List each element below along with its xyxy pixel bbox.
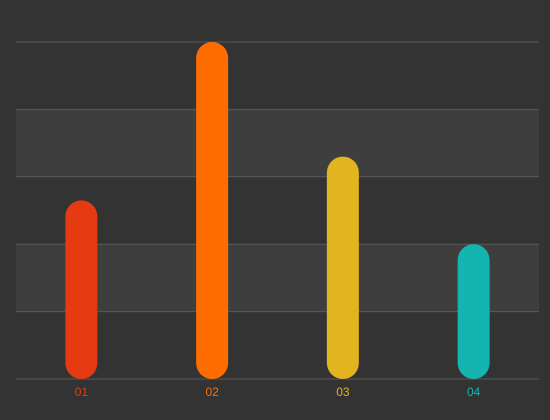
x-tick-label: 01 — [75, 385, 89, 399]
x-tick-label: 03 — [336, 385, 350, 399]
grid-band — [16, 109, 539, 177]
bar — [65, 200, 98, 379]
bar — [196, 42, 229, 379]
x-tick-label: 02 — [205, 385, 219, 399]
bar — [457, 244, 490, 379]
x-tick-label: 04 — [467, 385, 481, 399]
grid-band — [16, 244, 539, 312]
bar — [326, 156, 359, 379]
